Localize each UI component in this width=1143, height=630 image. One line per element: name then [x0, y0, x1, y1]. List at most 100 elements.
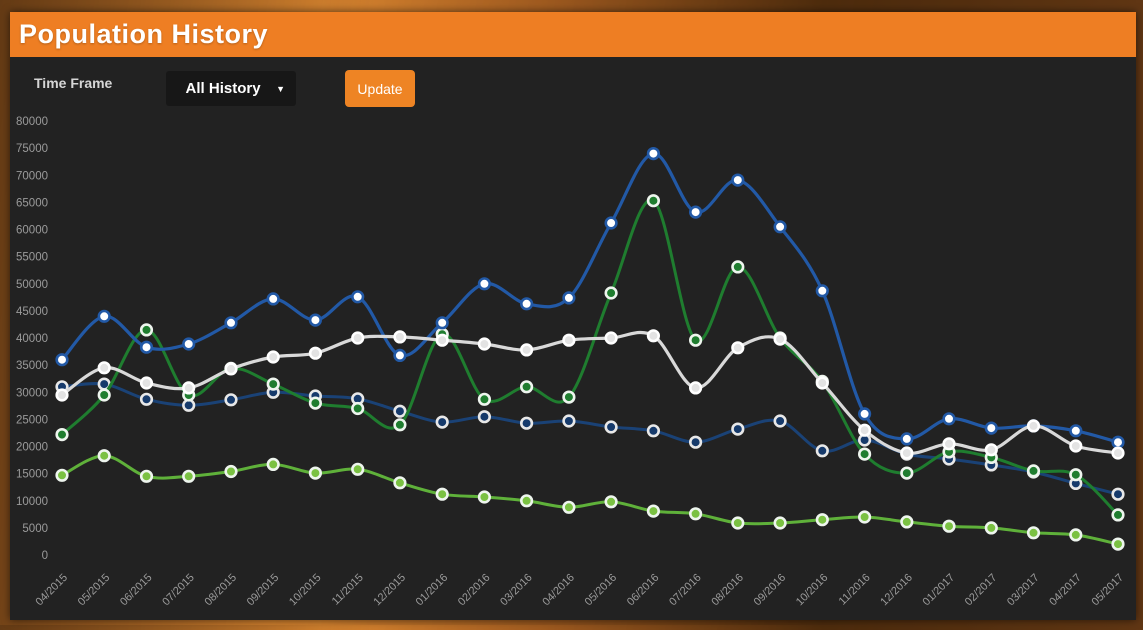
data-point[interactable] [646, 424, 661, 438]
data-point[interactable] [224, 362, 238, 376]
data-point[interactable] [1111, 435, 1125, 449]
data-point[interactable] [1069, 528, 1083, 542]
data-point[interactable] [477, 490, 492, 504]
data-point[interactable] [393, 476, 407, 490]
data-point[interactable] [435, 415, 449, 429]
data-point[interactable] [393, 330, 407, 344]
data-point[interactable] [857, 510, 872, 524]
data-point[interactable] [477, 277, 492, 291]
data-point[interactable] [139, 340, 154, 354]
data-point[interactable] [773, 220, 787, 234]
data-point[interactable] [351, 401, 365, 416]
data-point[interactable] [857, 447, 872, 461]
data-point[interactable] [900, 446, 914, 460]
data-point[interactable] [351, 331, 365, 345]
data-point[interactable] [815, 513, 829, 527]
data-point[interactable] [308, 313, 323, 327]
data-point[interactable] [646, 194, 661, 208]
data-point[interactable] [224, 393, 238, 407]
data-point[interactable] [351, 462, 365, 476]
update-button[interactable]: Update [345, 70, 415, 107]
data-point[interactable] [308, 396, 323, 410]
data-point[interactable] [688, 205, 703, 219]
data-point[interactable] [900, 515, 914, 529]
data-point[interactable] [139, 392, 154, 406]
data-point[interactable] [773, 332, 787, 346]
data-point[interactable] [224, 316, 238, 330]
data-point[interactable] [815, 376, 829, 390]
data-point[interactable] [984, 421, 998, 435]
data-point[interactable] [815, 284, 829, 298]
data-point[interactable] [773, 414, 787, 428]
data-point[interactable] [604, 216, 618, 230]
data-point[interactable] [688, 507, 703, 521]
data-point[interactable] [97, 309, 111, 323]
data-point[interactable] [562, 414, 576, 428]
data-point[interactable] [646, 329, 661, 343]
data-point[interactable] [562, 291, 576, 305]
data-point[interactable] [55, 353, 69, 367]
data-point[interactable] [1026, 464, 1041, 478]
data-point[interactable] [55, 388, 69, 402]
data-point[interactable] [55, 428, 69, 442]
data-point[interactable] [97, 388, 111, 402]
data-point[interactable] [604, 286, 618, 300]
data-point[interactable] [857, 423, 872, 437]
data-point[interactable] [1069, 424, 1083, 438]
data-point[interactable] [1026, 419, 1041, 433]
data-point[interactable] [942, 437, 956, 451]
data-point[interactable] [688, 333, 703, 347]
data-point[interactable] [1111, 487, 1125, 501]
data-point[interactable] [308, 346, 323, 360]
data-point[interactable] [942, 412, 956, 426]
data-point[interactable] [1069, 439, 1083, 453]
data-point[interactable] [139, 469, 154, 483]
data-point[interactable] [688, 381, 703, 395]
data-point[interactable] [519, 380, 534, 394]
data-point[interactable] [182, 469, 196, 483]
data-point[interactable] [182, 337, 196, 351]
data-point[interactable] [731, 260, 745, 274]
data-point[interactable] [519, 494, 534, 508]
data-point[interactable] [646, 504, 661, 518]
data-point[interactable] [815, 444, 829, 458]
data-point[interactable] [266, 350, 280, 364]
data-point[interactable] [900, 466, 914, 480]
data-point[interactable] [731, 173, 745, 187]
data-point[interactable] [731, 422, 745, 436]
data-point[interactable] [562, 500, 576, 514]
data-point[interactable] [97, 361, 111, 375]
data-point[interactable] [224, 464, 238, 479]
data-point[interactable] [139, 323, 154, 337]
data-point[interactable] [562, 390, 576, 404]
data-point[interactable] [266, 377, 280, 391]
data-point[interactable] [984, 443, 998, 457]
data-point[interactable] [984, 521, 998, 535]
data-point[interactable] [1111, 508, 1125, 522]
data-point[interactable] [773, 516, 787, 530]
data-point[interactable] [182, 381, 196, 395]
data-point[interactable] [688, 435, 703, 449]
data-point[interactable] [731, 516, 745, 530]
data-point[interactable] [1111, 537, 1125, 551]
data-point[interactable] [308, 466, 323, 480]
data-point[interactable] [519, 343, 534, 357]
data-point[interactable] [519, 416, 534, 430]
data-point[interactable] [55, 468, 69, 482]
data-point[interactable] [1026, 526, 1041, 540]
data-point[interactable] [435, 487, 449, 501]
data-point[interactable] [393, 348, 407, 362]
data-point[interactable] [604, 495, 618, 509]
data-point[interactable] [900, 432, 914, 446]
data-point[interactable] [942, 519, 956, 533]
data-point[interactable] [604, 420, 618, 434]
data-point[interactable] [393, 418, 407, 432]
data-point[interactable] [139, 376, 154, 390]
data-point[interactable] [562, 333, 576, 347]
data-point[interactable] [477, 392, 492, 406]
data-point[interactable] [519, 297, 534, 311]
data-point[interactable] [857, 407, 872, 421]
data-point[interactable] [477, 337, 492, 351]
data-point[interactable] [1069, 468, 1083, 482]
data-point[interactable] [1111, 446, 1125, 460]
